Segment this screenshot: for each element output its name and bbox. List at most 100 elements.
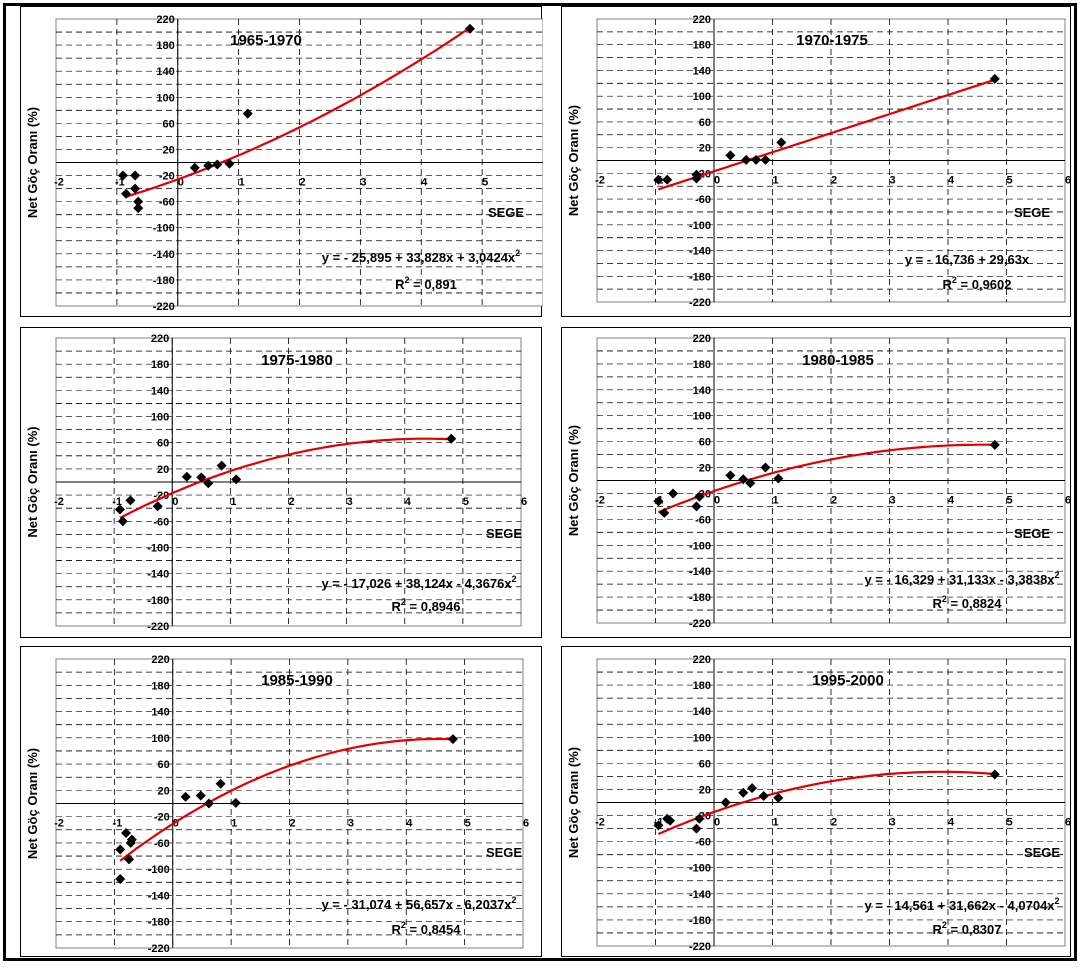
data-point (691, 823, 702, 834)
y-tick-label: 100 (156, 92, 174, 104)
data-point (446, 433, 457, 444)
data-point (216, 460, 227, 471)
x-tick-label: 1 (231, 818, 237, 830)
y-tick-label: 220 (156, 14, 174, 26)
y-tick-label: -20 (159, 171, 175, 183)
data-points (117, 23, 475, 214)
data-point (203, 798, 214, 809)
y-tick-label: 60 (699, 437, 711, 449)
x-tick-label: -1 (115, 177, 125, 189)
x-axis-label: SEGE (488, 205, 524, 220)
y-tick-label: 180 (151, 359, 169, 371)
y-tick-label: 20 (699, 143, 711, 155)
y-tick-label: 220 (693, 14, 711, 26)
chart-svg: 2201801401006020-20-60-100-140-180-220-2… (25, 333, 527, 633)
chart-panel-1970-1975: 220 180 140 100 60 20 -20 -60 -100 -140 -180 -220 -2… (561, 6, 1071, 317)
x-tick-label: -2 (595, 175, 605, 187)
x-tick-label: 6 (1065, 495, 1071, 507)
y-tick-label: 220 (151, 654, 169, 666)
y-tick-label: 180 (693, 680, 711, 692)
y-tick-label: 100 (151, 733, 169, 745)
x-tick-label: 2 (299, 177, 305, 189)
x-tick-label: 4 (948, 817, 955, 829)
x-tick-label: 0 (172, 496, 178, 508)
data-point (224, 158, 235, 169)
data-point (117, 170, 128, 181)
data-point (242, 108, 253, 119)
x-tick-label: 4 (405, 496, 412, 508)
chart-panel-1985-1990: 220 180 140 100 60 20 -20 -60 -100 -140 -180 -220 -2… (20, 646, 542, 957)
x-tick-label: 4 (948, 175, 955, 187)
y-tick-label: 60 (699, 758, 711, 770)
y-tick-label: -180 (689, 271, 711, 283)
data-point (691, 501, 702, 512)
data-point (668, 488, 679, 499)
x-tick-label: -1 (112, 818, 122, 830)
data-point (773, 473, 784, 484)
chart-panel-1965-1970: 220 180 140 100 60 20 -20 -60 -100 -140 -180 -220 -2… (20, 6, 543, 317)
chart-svg: 2201801401006020-20-60-100-140-180-220-2… (566, 333, 1071, 630)
y-tick-label: -140 (148, 890, 170, 902)
x-tick-label: 4 (406, 818, 413, 830)
x-tick-label: 3 (889, 495, 895, 507)
y-tick-label: 140 (693, 385, 711, 397)
r-squared: R2 = 0,891 (395, 275, 457, 292)
trendline (119, 737, 453, 862)
y-tick-label: -60 (695, 194, 711, 206)
y-tick-label: 180 (693, 359, 711, 371)
x-tick-label: 3 (360, 177, 366, 189)
data-point (203, 478, 214, 489)
data-point (447, 734, 458, 745)
y-tick-label: 220 (693, 333, 711, 345)
r-squared: R2 = 0,9602 (943, 275, 1012, 292)
y-tick-label: -140 (689, 566, 711, 578)
y-tick-label: -140 (689, 246, 711, 258)
y-tick-label: 140 (151, 385, 169, 397)
x-tick-label: 2 (831, 817, 837, 829)
trendline (657, 443, 995, 514)
x-tick-label: 1 (239, 177, 245, 189)
y-tick-label: -180 (689, 592, 711, 604)
data-point (653, 496, 664, 507)
x-tick-label: -2 (595, 495, 605, 507)
y-tick-label: 20 (157, 464, 169, 476)
y-tick-label: 20 (699, 463, 711, 475)
y-tick-label: 220 (693, 654, 711, 666)
data-point (203, 160, 214, 171)
data-point (121, 188, 132, 199)
r-squared: R2 = 0,8307 (933, 920, 1002, 937)
y-tick-label: 20 (163, 144, 175, 156)
y-tick-label: -60 (153, 516, 169, 528)
figure-frame (3, 3, 1077, 961)
trend-equation: y = - 31,074 + 56,657x - 6,2037x2 (321, 895, 516, 912)
chart-svg: 2201801401006020-20-60-100-140-180-220-2… (566, 654, 1071, 953)
x-tick-label: 1 (772, 495, 778, 507)
y-axis-label: Net Göç Oranı (%) (25, 748, 40, 859)
trendline (658, 78, 996, 191)
chart-panel-1975-1980: 220 180 140 100 60 20 -20 -60 -100 -140 -180 -220 -2… (20, 327, 542, 638)
x-tick-label: 6 (521, 496, 527, 508)
r-squared: R2 = 0,8454 (392, 920, 462, 937)
x-tick-label: 4 (948, 495, 955, 507)
y-tick-label: -180 (147, 595, 169, 607)
x-tick-label: -2 (54, 177, 64, 189)
y-tick-label: 140 (151, 707, 169, 719)
data-point (133, 203, 144, 214)
r-squared: R2 = 0,8824 (933, 594, 1003, 611)
x-axis-label: SEGE (1014, 526, 1050, 541)
y-axis-label: Net Göç Oranı (%) (566, 425, 581, 536)
data-point (773, 792, 784, 803)
data-point (130, 183, 141, 194)
y-tick-label: 180 (151, 680, 169, 692)
y-tick-label: -220 (689, 618, 711, 630)
data-points (114, 433, 457, 527)
data-point (738, 787, 749, 798)
x-tick-label: 0 (178, 177, 184, 189)
chart-title: 1970-1975 (796, 32, 868, 49)
y-tick-label: 100 (151, 412, 169, 424)
data-point (694, 491, 705, 502)
trend-equation: y = - 17,026 + 38,124x - 4,3676x2 (321, 574, 516, 591)
y-tick-label: -100 (148, 864, 170, 876)
y-tick-label: -220 (148, 943, 170, 955)
data-point (653, 820, 664, 831)
